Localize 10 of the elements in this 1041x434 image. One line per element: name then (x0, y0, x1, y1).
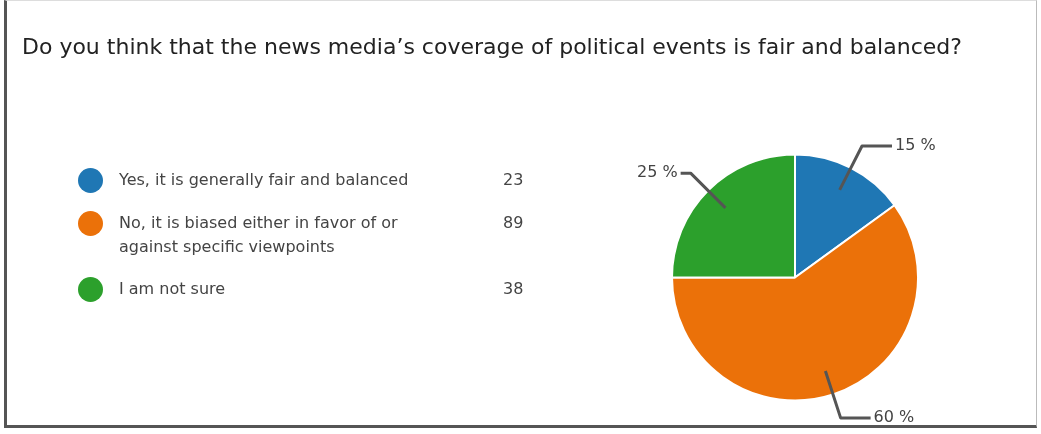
text: 38 (503, 278, 524, 300)
legend-label: No, it is biased either in favor of or against specific viewpoints (119, 212, 399, 258)
text: 23 (503, 169, 524, 191)
chart-title: Do you think that the news media’s coverage of political events is fair and balanced? (22, 34, 962, 59)
legend-label: I am not sure (119, 278, 227, 300)
legend-label: Yes, it is generally fair and balanced (119, 169, 410, 191)
text: 89 (503, 212, 524, 234)
data-label: 60 % (873, 407, 915, 427)
data-label: 15 % (895, 135, 936, 155)
data-label: 25 % (636, 162, 678, 182)
